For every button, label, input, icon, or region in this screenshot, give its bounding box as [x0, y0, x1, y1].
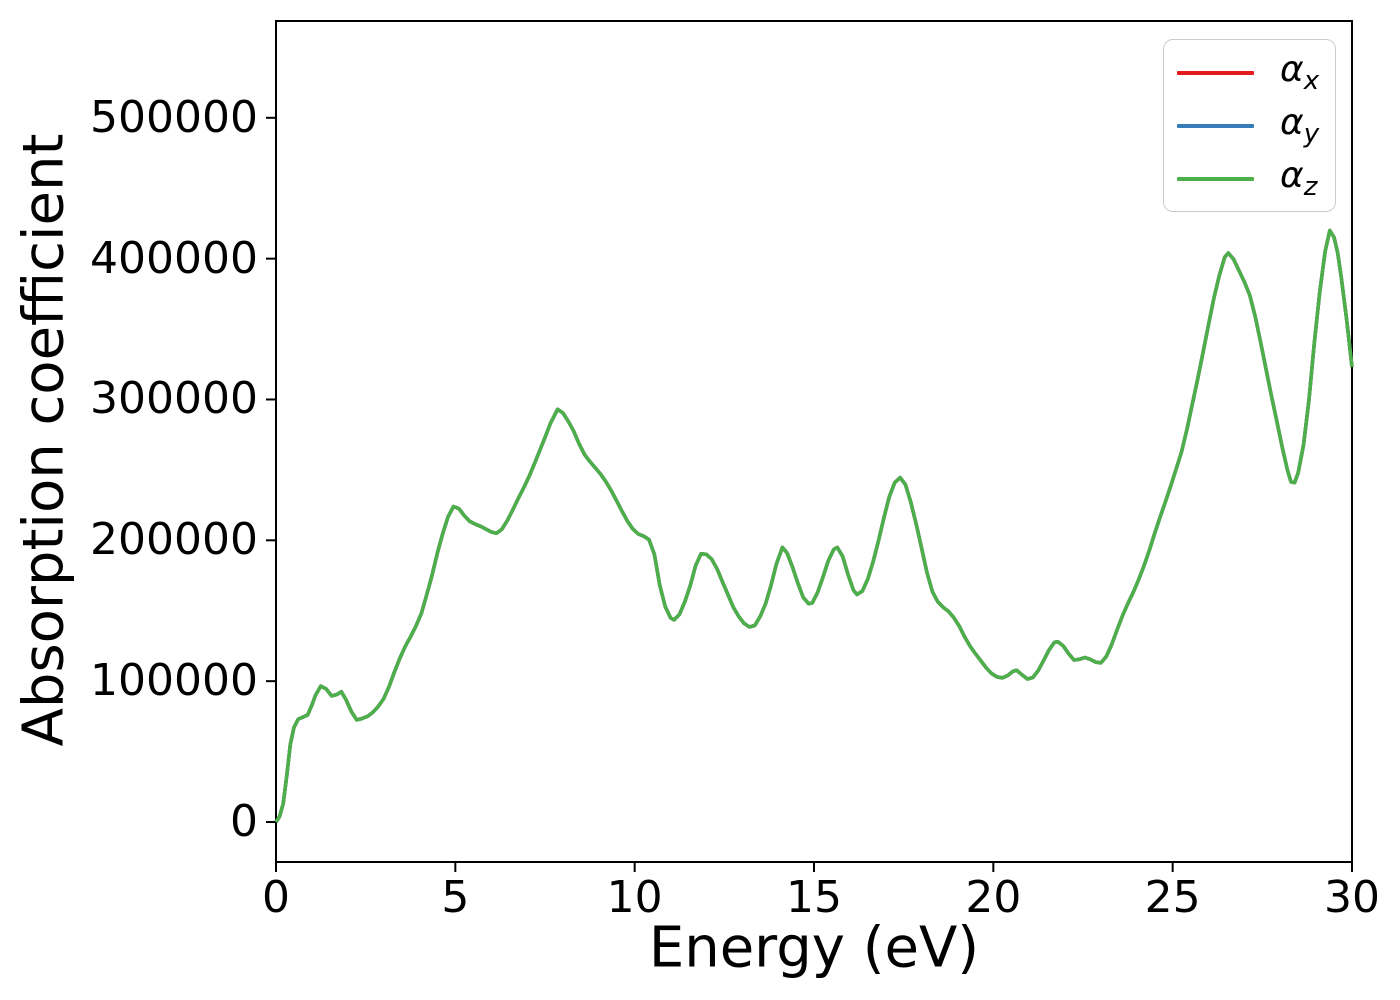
legend-label: αy	[1280, 101, 1320, 149]
legend-label: αz	[1280, 154, 1318, 202]
legend-item-alpha_y: αy	[1177, 101, 1335, 149]
curve-alpha_y	[274, 228, 1354, 823]
x-tick-label: 15	[786, 872, 842, 923]
x-axis-label: Energy (eV)	[648, 915, 980, 981]
x-tick-label: 0	[262, 872, 290, 923]
legend-label: αx	[1280, 48, 1320, 96]
x-tick-label: 10	[606, 872, 663, 923]
curve-alpha_z	[274, 228, 1354, 823]
legend: αx αy αz	[1163, 39, 1336, 212]
legend-item-alpha_x: αx	[1177, 48, 1335, 96]
legend-line-swatch	[1177, 176, 1254, 181]
y-tick-label: 0	[230, 796, 258, 847]
y-axis-label: Absorption coefficient	[11, 133, 77, 747]
legend-line-swatch	[1177, 123, 1254, 128]
y-tick-label: 100000	[90, 655, 258, 707]
y-tick-label: 500000	[90, 91, 258, 143]
x-tick-label: 30	[1324, 872, 1380, 923]
y-tick-label: 400000	[90, 232, 258, 284]
x-tick-label: 25	[1144, 872, 1201, 923]
x-tick-label: 5	[441, 872, 470, 923]
y-tick-label: 300000	[90, 373, 258, 425]
x-tick-label: 20	[965, 872, 1022, 923]
legend-item-alpha_z: αz	[1177, 154, 1335, 202]
y-tick-label: 200000	[90, 514, 258, 566]
legend-line-swatch	[1177, 70, 1254, 75]
curve-alpha_x	[274, 228, 1354, 823]
